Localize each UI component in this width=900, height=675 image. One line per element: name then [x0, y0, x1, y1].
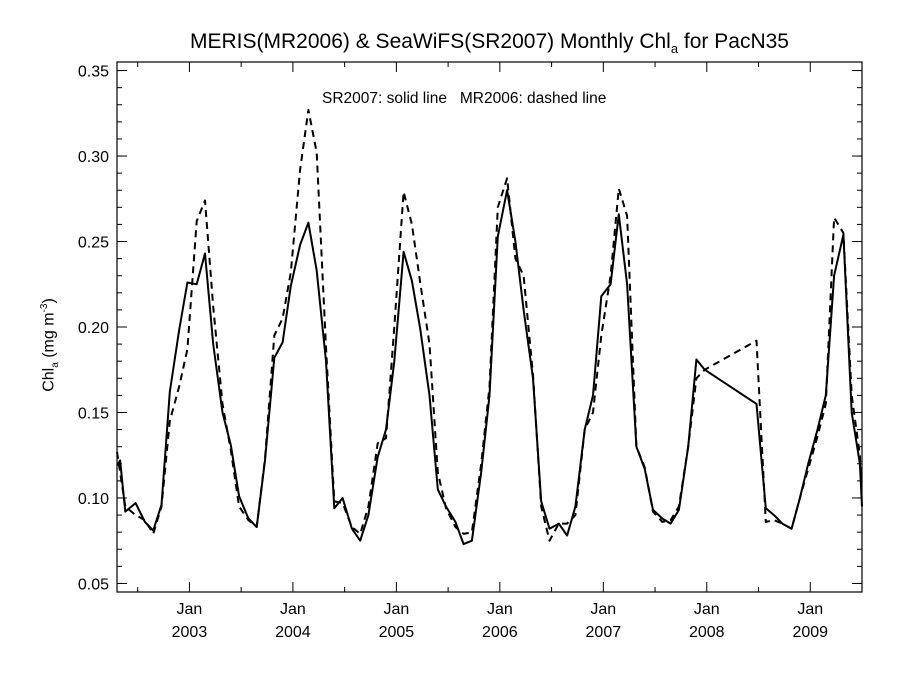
- x-tick-year-label: 2009: [792, 624, 828, 641]
- x-tick-month-label: Jan: [797, 601, 823, 618]
- x-tick-year-label: 2007: [586, 624, 622, 641]
- x-tick-month-label: Jan: [590, 601, 616, 618]
- series-line-mr2006: [116, 108, 863, 542]
- x-tick-month-label: Jan: [280, 601, 306, 618]
- x-tick-year-label: 2003: [172, 624, 208, 641]
- y-tick-label: 0.35: [78, 64, 109, 81]
- x-tick-month-label: Jan: [177, 601, 203, 618]
- x-tick-year-label: 2008: [689, 624, 725, 641]
- y-tick-label: 0.15: [78, 405, 109, 422]
- x-tick-year-label: 2004: [275, 624, 311, 641]
- x-tick-year-label: 2005: [379, 624, 415, 641]
- title-tail: for PacN35: [678, 30, 789, 53]
- x-tick-year-label: 2006: [482, 624, 518, 641]
- y-tick-label: 0.05: [78, 576, 109, 593]
- y-tick-label: 0.10: [78, 491, 109, 508]
- plot-frame: [116, 61, 863, 593]
- series-line-sr2007: [116, 189, 863, 546]
- legend-annotation: SR2007: solid line MR2006: dashed line: [322, 90, 607, 107]
- y-tick-label: 0.20: [78, 320, 109, 337]
- y-tick-label: 0.30: [78, 149, 109, 166]
- y-tick-label: 0.25: [78, 235, 109, 252]
- series-lines: [116, 108, 863, 546]
- x-axis: Jan 2003 Jan 2004 Jan 2005 Jan 2006 Jan 2007 Jan 20…: [137, 62, 863, 641]
- title-subscript: a: [670, 41, 679, 57]
- x-tick-month-label: Jan: [487, 601, 513, 618]
- title-main: MERIS(MR2006) & SeaWiFS(SR2007) Monthly …: [190, 30, 671, 53]
- x-tick-month-label: Jan: [383, 601, 409, 618]
- chart-title: MERIS(MR2006) & SeaWiFS(SR2007) Monthly …: [117, 30, 862, 56]
- y-axis: 0.05 0.10 0.15 0.20 0.25 0.30 0.35: [78, 64, 862, 593]
- x-tick-month-label: Jan: [694, 601, 720, 618]
